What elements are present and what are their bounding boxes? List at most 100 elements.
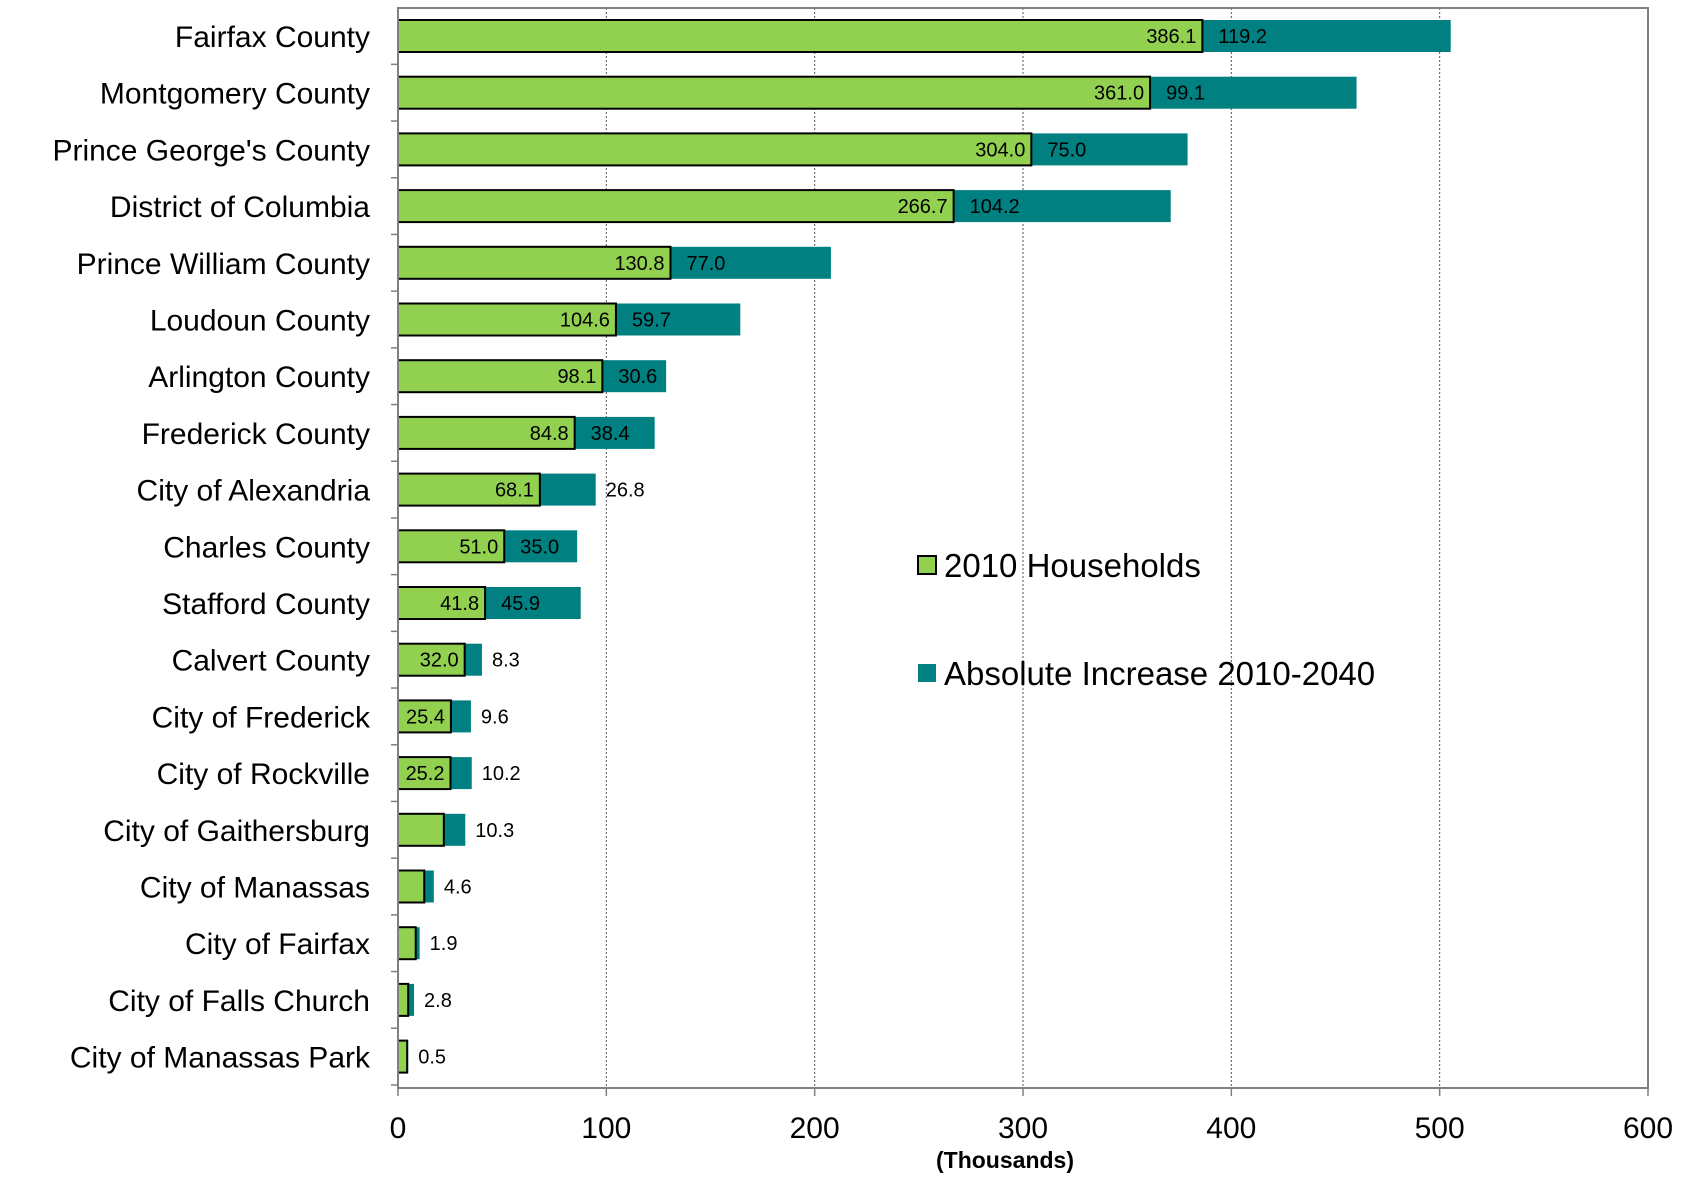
x-axis-ticks: 0 100 200 300 400 500 600 — [390, 63, 1673, 1145]
value-label-2010: 266.7 — [898, 196, 948, 218]
x-tick-label: 300 — [998, 1112, 1048, 1145]
value-label-2010: 98.1 — [557, 366, 596, 388]
value-label-increase: 59.7 — [632, 310, 671, 332]
value-label-2010: 68.1 — [495, 480, 534, 502]
category-label: Calvert County — [172, 645, 370, 678]
bar-increase — [574, 416, 655, 449]
x-tick-label: 100 — [581, 1112, 631, 1145]
value-label-increase: 9.6 — [481, 706, 509, 728]
value-label-2010: 304.0 — [975, 139, 1025, 161]
bars — [397, 19, 1451, 1074]
bar-increase — [539, 473, 596, 506]
category-label: Arlington County — [148, 361, 370, 394]
value-label-2010: 25.4 — [406, 706, 445, 728]
grid-lines — [605, 8, 1441, 1088]
category-label: Fairfax County — [175, 21, 370, 54]
bar-2010-households — [397, 756, 452, 791]
legend-swatch — [918, 664, 936, 682]
value-label-increase: 38.4 — [591, 423, 630, 445]
category-label: Prince George's County — [52, 134, 370, 167]
bar-increase — [504, 530, 578, 563]
value-label-increase: 0.5 — [418, 1047, 446, 1069]
category-label: Frederick County — [142, 418, 370, 451]
value-label-2010: 41.8 — [440, 593, 479, 615]
bar-increase — [450, 700, 471, 733]
bar-2010-households — [397, 132, 1033, 167]
value-label-increase: 26.8 — [606, 480, 645, 502]
legend-label: Absolute Increase 2010-2040 — [944, 655, 1375, 692]
category-label: Prince William County — [77, 248, 370, 281]
bar-increase — [485, 587, 581, 619]
bar-increase — [443, 813, 466, 846]
value-label-2010: 32.0 — [420, 650, 459, 672]
category-label: City of Manassas Park — [70, 1042, 371, 1075]
bar-increase — [602, 360, 667, 393]
value-label-increase: 30.6 — [618, 366, 657, 388]
bar-2010-households — [397, 982, 410, 1017]
bar-2010-households — [397, 189, 955, 224]
value-label-2010: 130.8 — [614, 253, 664, 275]
value-label-increase: 35.0 — [520, 536, 559, 558]
x-tick-label: 0 — [390, 1112, 407, 1145]
bar-2010-households — [397, 359, 604, 394]
category-label: City of Fairfax — [185, 928, 370, 961]
value-label-increase: 75.0 — [1047, 139, 1086, 161]
value-label-increase: 119.2 — [1218, 26, 1267, 48]
bar-increase — [415, 927, 420, 960]
bar-2010-households — [397, 415, 576, 450]
value-label-increase: 104.2 — [970, 196, 1020, 218]
bar-increase — [408, 983, 415, 1016]
x-tick-label: 600 — [1623, 1112, 1673, 1145]
bar-2010-households — [397, 245, 672, 280]
bar-2010-households — [397, 869, 426, 904]
category-label: Stafford County — [162, 588, 370, 621]
value-label-increase: 8.3 — [492, 650, 520, 672]
bar-2010-households — [397, 472, 541, 507]
category-label: City of Alexandria — [137, 475, 371, 508]
category-label: City of Gaithersburg — [103, 815, 370, 848]
category-label: City of Rockville — [157, 758, 370, 791]
category-labels: Fairfax County Montgomery County Prince Ge… — [52, 21, 371, 1075]
category-label: Montgomery County — [100, 78, 370, 111]
bar-2010-households — [397, 699, 452, 734]
value-label-2010: 51.0 — [459, 536, 498, 558]
category-label: Charles County — [163, 531, 370, 564]
x-tick-label: 500 — [1415, 1112, 1465, 1145]
value-label-2010: 361.0 — [1094, 83, 1144, 105]
bar-2010-households — [397, 75, 1152, 110]
value-labels: 386.1 119.2 361.0 99.1 304.0 75.0 266.7 104.2 13… — [406, 26, 1267, 1069]
bar-2010-households — [397, 812, 445, 847]
x-tick-label: 200 — [790, 1112, 840, 1145]
bar-increase — [1031, 133, 1188, 166]
bar-2010-households — [397, 1039, 409, 1074]
category-label: District of Columbia — [110, 191, 370, 224]
x-tick-label: 400 — [1206, 1112, 1256, 1145]
bar-increase — [450, 757, 472, 790]
bar-increase — [1202, 20, 1451, 52]
bar-2010-households — [397, 302, 617, 337]
value-label-increase: 10.3 — [475, 820, 514, 842]
value-label-2010: 104.6 — [560, 310, 610, 332]
bar-increase — [670, 246, 831, 279]
value-label-2010: 386.1 — [1146, 26, 1196, 48]
value-label-increase: 99.1 — [1166, 83, 1205, 105]
bar-increase — [615, 303, 741, 336]
value-label-increase: 2.8 — [424, 990, 452, 1012]
bar-increase — [464, 643, 482, 676]
value-label-increase: 77.0 — [687, 253, 726, 275]
value-label-increase: 1.9 — [430, 933, 458, 955]
category-label: City of Manassas — [140, 872, 370, 905]
bar-increase — [424, 870, 434, 903]
bar-increase — [1150, 76, 1357, 109]
bar-2010-households — [397, 586, 487, 620]
category-label: City of Frederick — [152, 701, 371, 734]
value-label-2010: 84.8 — [530, 423, 569, 445]
value-label-2010: 25.2 — [406, 763, 445, 785]
legend-swatch — [917, 555, 937, 575]
value-label-increase: 45.9 — [501, 593, 540, 615]
bar-increase — [953, 190, 1171, 223]
value-label-increase: 4.6 — [444, 877, 472, 899]
category-label: Loudoun County — [150, 305, 370, 338]
